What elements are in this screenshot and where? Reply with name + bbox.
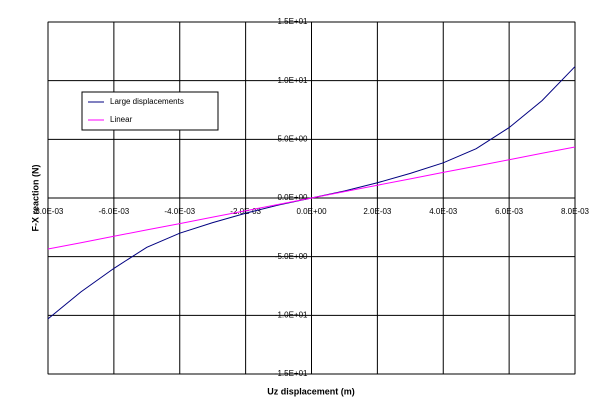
legend-label: Large displacements	[110, 97, 184, 106]
x-tick-label: -6.0E-03	[99, 207, 130, 216]
x-axis-title: Uz displacement (m)	[267, 386, 355, 396]
y-tick-label: 0.0E+00	[277, 193, 308, 202]
y-tick-label: -5.0E+00	[275, 252, 308, 261]
x-tick-label: 8.0E-03	[561, 207, 590, 216]
x-tick-label: 6.0E-03	[495, 207, 524, 216]
y-tick-label: -1.0E+01	[275, 310, 308, 319]
legend-label: Linear	[110, 115, 133, 124]
x-tick-label: -4.0E-03	[164, 207, 195, 216]
y-axis-title: F-X reaction (N)	[30, 164, 40, 231]
x-tick-label: 0.0E+00	[296, 207, 327, 216]
x-tick-label: 2.0E-03	[363, 207, 392, 216]
legend-box	[81, 91, 219, 131]
y-tick-label: 5.0E+00	[277, 134, 308, 143]
y-tick-label: 1.0E+01	[277, 76, 308, 85]
x-tick-label: -8.0E-03	[33, 207, 64, 216]
x-tick-label: -2.0E-03	[230, 207, 261, 216]
y-tick-label: -1.5E+01	[275, 369, 308, 378]
x-tick-label: 4.0E-03	[429, 207, 458, 216]
data-line	[47, 146, 576, 250]
y-tick-label: 1.5E+01	[277, 17, 308, 26]
